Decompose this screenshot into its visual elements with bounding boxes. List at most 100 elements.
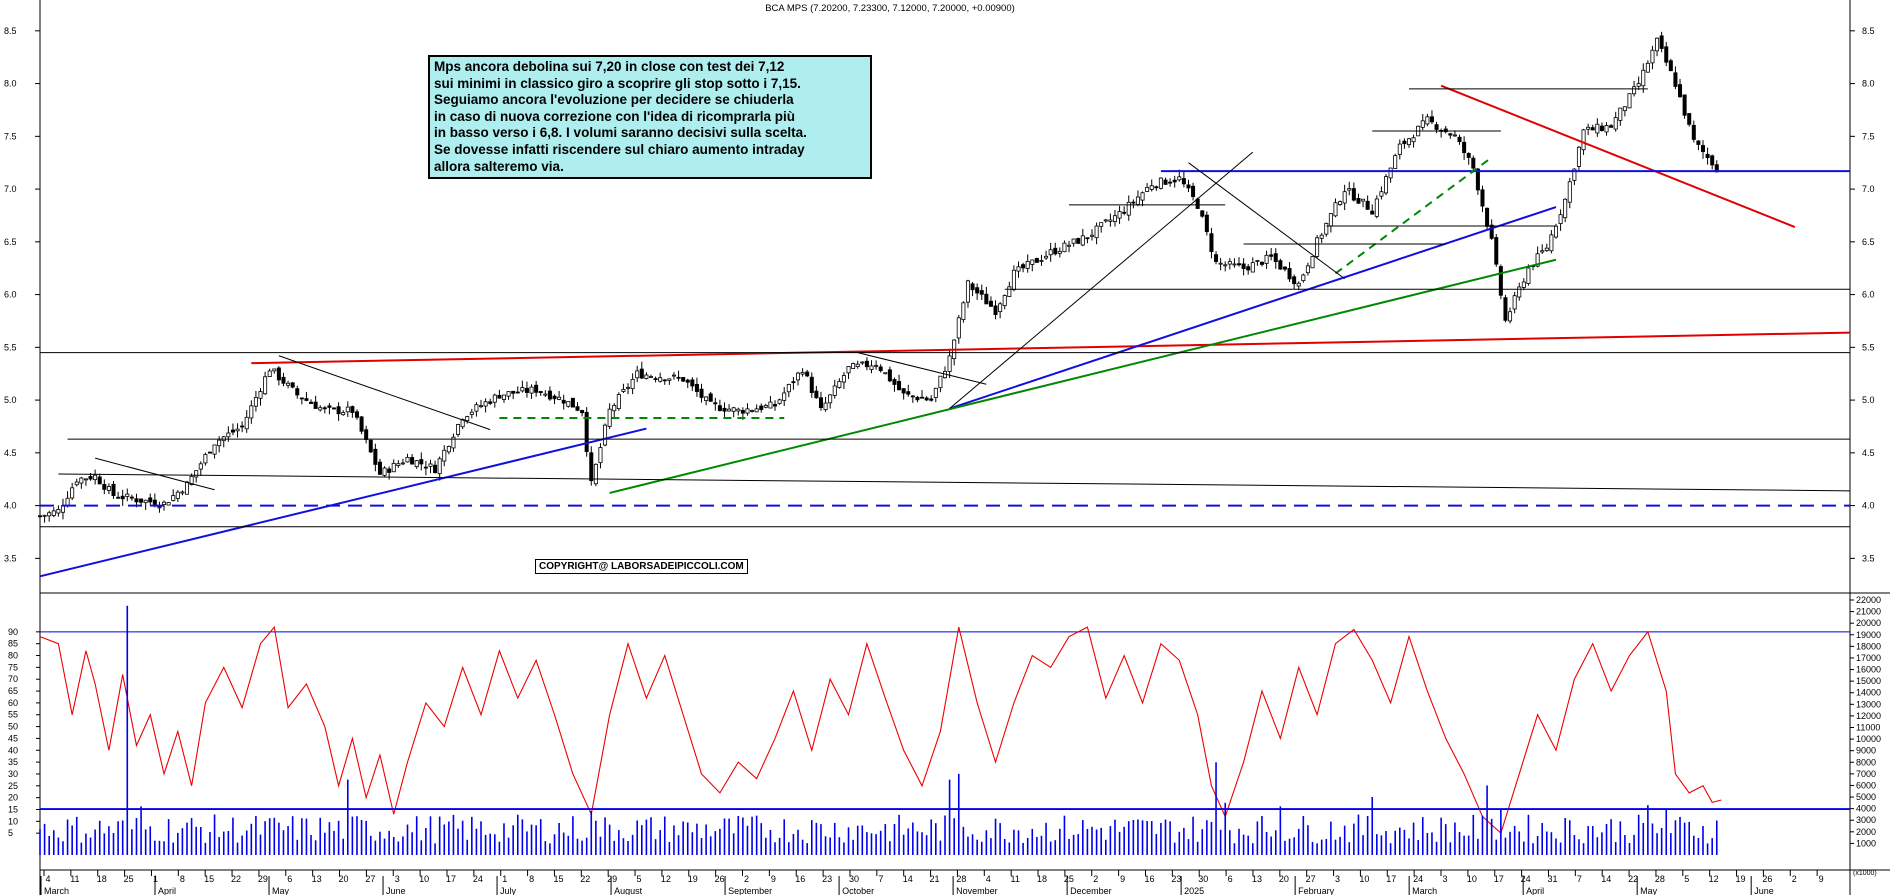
chart-frame: [39, 0, 1890, 895]
candle-body: [1131, 201, 1136, 204]
candle-body: [667, 378, 672, 381]
candle-body: [1140, 192, 1145, 201]
candle-body: [198, 463, 203, 470]
candle-body: [671, 374, 676, 377]
candle-body: [1057, 251, 1062, 254]
candle-body: [846, 366, 851, 374]
candle-body: [1517, 286, 1522, 298]
candle-body: [1273, 253, 1278, 263]
x-day-label: 2: [744, 874, 749, 884]
price-tick-label: 3.5: [1862, 553, 1875, 563]
candle-body: [897, 381, 902, 391]
candle-body: [777, 399, 782, 404]
candle-body: [97, 476, 102, 485]
candle-body: [1278, 260, 1283, 270]
x-day-label: 8: [529, 874, 534, 884]
price-tick-label: 6.5: [1862, 237, 1875, 247]
candle-body: [414, 460, 419, 468]
month-label: October: [842, 886, 874, 895]
x-day-label: 22: [1628, 874, 1638, 884]
black-trend-line: [1188, 162, 1345, 280]
black-trend-line: [949, 151, 1254, 409]
candle-body: [1696, 140, 1701, 145]
candle-body: [1632, 86, 1637, 95]
x-day-label: 13: [1252, 874, 1262, 884]
candle-body: [1498, 266, 1503, 296]
candle-body: [1544, 247, 1549, 251]
x-day-label: 5: [637, 874, 642, 884]
x-day-label: 24: [473, 874, 483, 884]
x-day-label: 22: [231, 874, 241, 884]
month-label: July: [500, 886, 517, 895]
price-tick-label: 6.0: [4, 290, 17, 300]
candle-body: [1682, 94, 1687, 116]
candle-body: [874, 364, 879, 367]
candle-body: [1618, 107, 1623, 121]
candle-body: [1287, 268, 1292, 280]
candle-body: [501, 394, 506, 400]
green-trend-line: [609, 258, 1557, 494]
candle-body: [244, 416, 249, 430]
volume-tick-label: 11000: [1856, 723, 1880, 733]
candle-body: [956, 317, 961, 339]
candle-body: [1053, 247, 1058, 255]
candle-body: [538, 391, 543, 394]
candle-body: [791, 381, 796, 384]
candle-body: [309, 401, 314, 404]
candle-body: [391, 462, 396, 473]
candle-body: [782, 392, 787, 401]
candle-body: [212, 444, 217, 455]
candle-body: [465, 416, 470, 421]
candle-body: [1664, 46, 1669, 63]
annotation-line: in caso di nuova correzione con l'idea d…: [434, 108, 796, 124]
x-day-label: 9: [771, 874, 776, 884]
candle-body: [998, 303, 1003, 313]
candle-body: [442, 449, 447, 462]
candle-body: [1232, 263, 1237, 266]
candle-body: [1168, 181, 1173, 184]
x-day-label: 12: [661, 874, 671, 884]
price-tick-label: 4.5: [4, 448, 17, 458]
candle-body: [979, 290, 984, 295]
candle-body: [249, 405, 254, 419]
candle-body: [616, 394, 621, 409]
candle-body: [653, 378, 658, 380]
candle-body: [139, 498, 144, 503]
candle-body: [451, 436, 456, 449]
candle-body: [1333, 202, 1338, 217]
x-day-label: 17: [1494, 874, 1504, 884]
candle-body: [1448, 133, 1453, 136]
candle-body: [745, 408, 750, 414]
candle-body: [1678, 84, 1683, 98]
x-day-label: 4: [45, 874, 50, 884]
candle-body: [322, 407, 327, 410]
candle-body: [1112, 215, 1117, 223]
candle-body: [286, 382, 291, 386]
candle-body: [350, 406, 355, 413]
stoch-tick-label: 55: [8, 710, 18, 720]
candle-body: [364, 429, 369, 440]
candle-body: [800, 372, 805, 375]
candle-body: [235, 428, 240, 432]
candle-body: [396, 463, 401, 466]
price-tick-label: 8.0: [4, 79, 17, 89]
month-label: August: [614, 886, 643, 895]
price-tick-label: 5.0: [4, 395, 17, 405]
x-day-label: 30: [849, 874, 859, 884]
candle-body: [759, 405, 764, 411]
candle-body: [1668, 60, 1673, 72]
candle-body: [515, 391, 520, 394]
candle-body: [1586, 126, 1591, 130]
candle-body: [1062, 242, 1067, 253]
candle-body: [299, 397, 304, 400]
candle-body: [1659, 35, 1664, 49]
candle-body: [1457, 136, 1462, 143]
candle-body: [1462, 141, 1467, 153]
volume-tick-label: 2000: [1856, 827, 1876, 837]
candle-body: [543, 393, 548, 396]
candle-body: [423, 466, 428, 469]
candle-body: [1705, 153, 1710, 159]
candle-body: [1365, 200, 1370, 210]
candle-body: [690, 379, 695, 387]
candle-body: [129, 496, 134, 499]
